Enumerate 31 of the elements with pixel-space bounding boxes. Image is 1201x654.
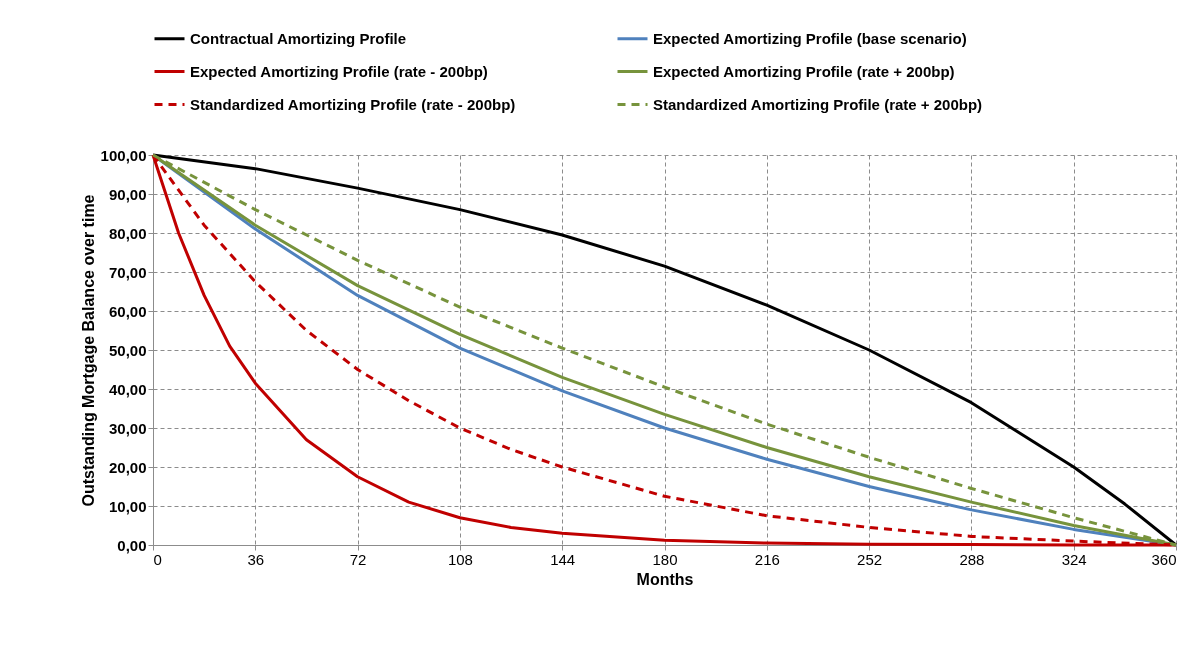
y-tick-label: 10,00: [108, 497, 147, 515]
x-axis-title: Months: [636, 570, 694, 588]
y-axis-title: Outstanding Mortgage Balance over time: [79, 194, 97, 507]
x-tick-label: 108: [447, 550, 473, 568]
y-tick-label: 100,00: [100, 146, 147, 164]
x-tick-label: 216: [754, 550, 780, 568]
y-tick-label: 90,00: [108, 185, 147, 203]
legend-label: Standardized Amortizing Profile (rate + 200bp): [653, 95, 983, 113]
legend-label: Expected Amortizing Profile (rate - 200bp): [190, 62, 488, 80]
legend-label: Standardized Amortizing Profile (rate - 200bp): [190, 95, 516, 113]
legend-label: Expected Amortizing Profile (rate + 200bp): [653, 62, 955, 80]
x-tick-label: 324: [1061, 550, 1087, 568]
x-tick-label: 252: [857, 550, 883, 568]
y-tick-label: 0,00: [117, 536, 147, 554]
x-tick-label: 36: [247, 550, 265, 568]
x-tick-label: 72: [349, 550, 367, 568]
x-tick-label: 144: [550, 550, 576, 568]
y-tick-label: 50,00: [108, 341, 147, 359]
y-tick-label: 20,00: [108, 458, 147, 476]
legend-label: Contractual Amortizing Profile: [190, 29, 407, 47]
y-tick-label: 30,00: [108, 419, 147, 437]
y-tick-label: 40,00: [108, 380, 147, 398]
line-series: [151, 153, 1178, 547]
x-tick-label: 360: [1151, 550, 1177, 568]
x-tick-label: 288: [959, 550, 985, 568]
y-tick-label: 80,00: [108, 224, 147, 242]
legend-label: Expected Amortizing Profile (base scenario): [653, 29, 967, 47]
y-tick-label: 60,00: [108, 302, 147, 320]
x-tick-label: 0: [153, 550, 162, 568]
y-tick-label: 70,00: [108, 263, 147, 281]
x-tick-label: 180: [652, 550, 678, 568]
